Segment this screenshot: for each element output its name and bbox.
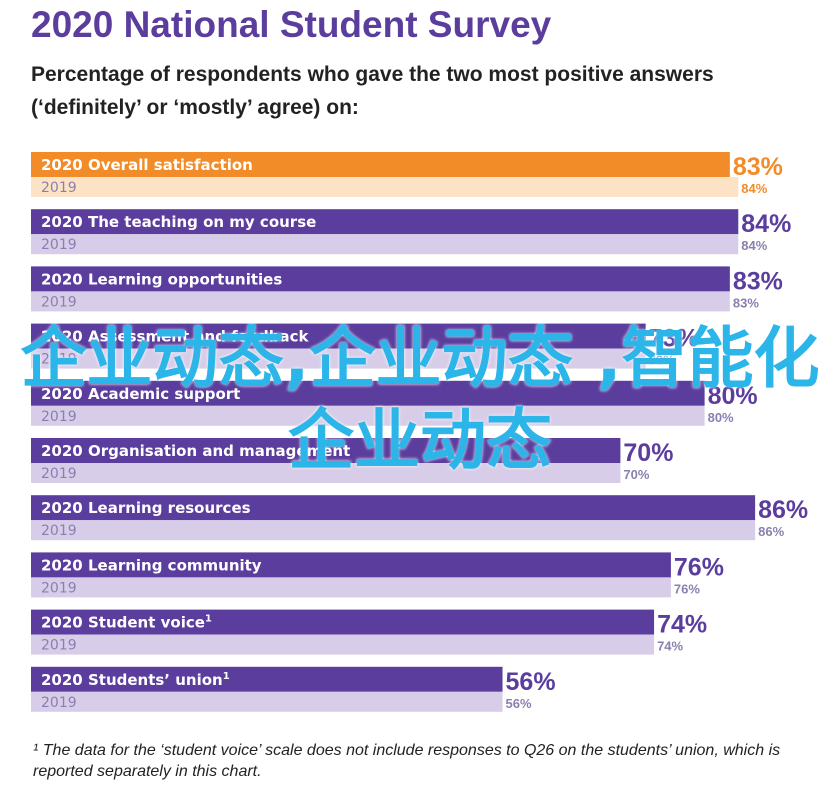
value-label-2019: 56% [506, 696, 532, 711]
value-label-2020: 83% [733, 267, 783, 295]
bar-2019 [31, 520, 756, 541]
bar-2019 [31, 577, 671, 598]
value-label-2019: 86% [758, 524, 784, 539]
category-label: 2020 Overall satisfaction [41, 156, 253, 174]
bar-2020 [31, 438, 621, 463]
value-label-2020: 86% [758, 496, 808, 524]
value-label-2020: 84% [741, 210, 791, 238]
bar-2019 [31, 234, 739, 255]
bar-2020 [31, 609, 655, 635]
value-label-2020: 76% [674, 553, 724, 581]
value-label-2019: 83% [733, 295, 759, 310]
bar-2019 [31, 405, 705, 426]
bar-2020 [31, 152, 730, 177]
year-label-2019: 2019 [41, 352, 77, 368]
chart-subtitle: Percentage of respondents who gave the t… [31, 63, 714, 119]
bar-2020 [31, 552, 671, 578]
category-label: 2020 Students’ union1 [41, 671, 230, 689]
value-label-2020: 56% [506, 668, 556, 696]
bar-group: 2020 Organisation and management 2019 70%7… [31, 438, 673, 483]
category-label: 2020 Learning resources [41, 499, 251, 517]
category-label: 2020 Organisation and management [41, 442, 350, 460]
year-label-2019: 2019 [41, 466, 77, 482]
bar-2019 [31, 291, 730, 312]
year-label-2019: 2019 [41, 580, 77, 596]
value-label-2019: 84% [741, 181, 767, 196]
year-label-2019: 2019 [41, 523, 77, 539]
value-label-2020: 70% [623, 439, 673, 467]
value-label-2019: 70% [623, 467, 649, 482]
value-label-2019: 80% [708, 410, 734, 425]
bar-group: 2020 Academic support 2019 80%80% [31, 380, 758, 426]
category-label: 2020 Learning community [41, 556, 262, 574]
year-label-2019: 2019 [41, 237, 77, 253]
bar-2019 [31, 177, 739, 197]
category-label: 2020 Learning opportunities [41, 270, 282, 288]
bar-2020 [31, 380, 705, 406]
bar-group: 2020 The teaching on my course 2019 84%84% [31, 209, 791, 255]
year-label-2019: 2019 [41, 409, 77, 425]
footnote: ¹ The data for the ‘student voice’ scale… [33, 742, 781, 780]
year-label-2019: 2019 [41, 294, 77, 310]
category-label: 2020 Academic support [41, 385, 240, 403]
value-label-2019: 73% [649, 353, 675, 368]
bar-2019 [31, 634, 655, 655]
bar-2020 [31, 495, 756, 521]
bar-2020 [31, 266, 730, 292]
bar-2020 [31, 323, 646, 349]
bar-2020 [31, 209, 739, 235]
chart-title: 2020 National Student Survey [31, 4, 552, 45]
bar-group: 2020 Assessment and feedback 2019 73%73% [31, 323, 699, 369]
bar-group: 2020 Learning community 2019 76%76% [31, 552, 724, 598]
bar-2019 [31, 463, 621, 483]
category-label: 2020 Assessment and feedback [41, 328, 309, 346]
category-label: 2020 Student voice1 [41, 614, 212, 632]
bar-group: 2020 Student voice1 2019 74%74% [31, 609, 707, 655]
category-label: 2020 The teaching on my course [41, 213, 316, 231]
year-label-2019: 2019 [41, 638, 77, 654]
bar-group: 2020 Learning opportunities 2019 83%83% [31, 266, 783, 312]
year-label-2019: 2019 [41, 695, 77, 711]
value-label-2019: 84% [741, 238, 767, 253]
bar-2020 [31, 666, 503, 692]
year-label-2019: 2019 [41, 180, 77, 196]
value-label-2020: 83% [733, 153, 783, 181]
bar-group: 2020 Learning resources 2019 86%86% [31, 495, 808, 541]
value-label-2019: 74% [657, 639, 683, 654]
value-label-2020: 74% [657, 611, 707, 639]
bar-2019 [31, 348, 646, 369]
bar-group: 2020 Students’ union1 2019 56%56% [31, 666, 556, 712]
bar-group: 2020 Overall satisfaction 2019 83%84% [31, 152, 783, 197]
value-label-2020: 73% [649, 325, 699, 353]
value-label-2019: 76% [674, 581, 700, 596]
value-label-2020: 80% [708, 382, 758, 410]
bar-2019 [31, 691, 503, 712]
